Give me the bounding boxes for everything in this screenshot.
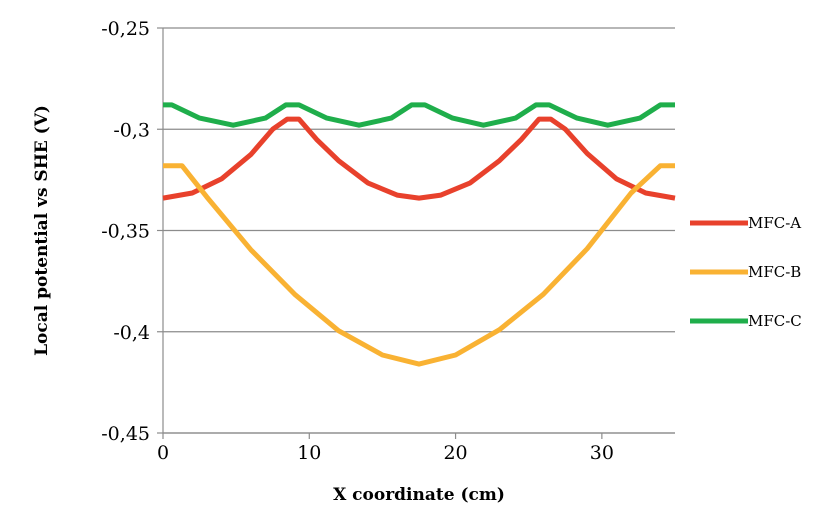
x-axis-title: X coordinate (cm) xyxy=(333,485,505,505)
y-tick-label: -0,25 xyxy=(101,18,150,40)
gridlines xyxy=(163,27,675,434)
legend-label-mfc-c: MFC-C xyxy=(748,312,802,330)
plot-series xyxy=(162,102,676,367)
legend: MFC-A MFC-B MFC-C xyxy=(690,214,802,330)
axes xyxy=(157,27,675,439)
y-tick-label: -0,3 xyxy=(113,119,150,141)
x-tick-label: 20 xyxy=(443,442,467,464)
legend-label-mfc-a: MFC-A xyxy=(748,214,801,232)
series-line-mfc-a xyxy=(162,116,676,201)
x-tick-label: 10 xyxy=(297,442,321,464)
series-line-mfc-b xyxy=(163,163,675,367)
x-tick-label: 30 xyxy=(590,442,614,464)
tick-labels: -0,25 -0,3 -0,35 -0,4 -0,45 0 10 20 30 xyxy=(101,18,614,464)
y-tick-label: -0,45 xyxy=(101,423,150,445)
x-tick-label: 0 xyxy=(157,442,169,464)
y-tick-label: -0,4 xyxy=(113,322,150,344)
legend-label-mfc-b: MFC-B xyxy=(748,263,801,281)
y-tick-label: -0,35 xyxy=(101,221,150,243)
y-axis-title: Local potential vs SHE (V) xyxy=(32,105,52,356)
series-line-mfc-c xyxy=(163,102,675,128)
